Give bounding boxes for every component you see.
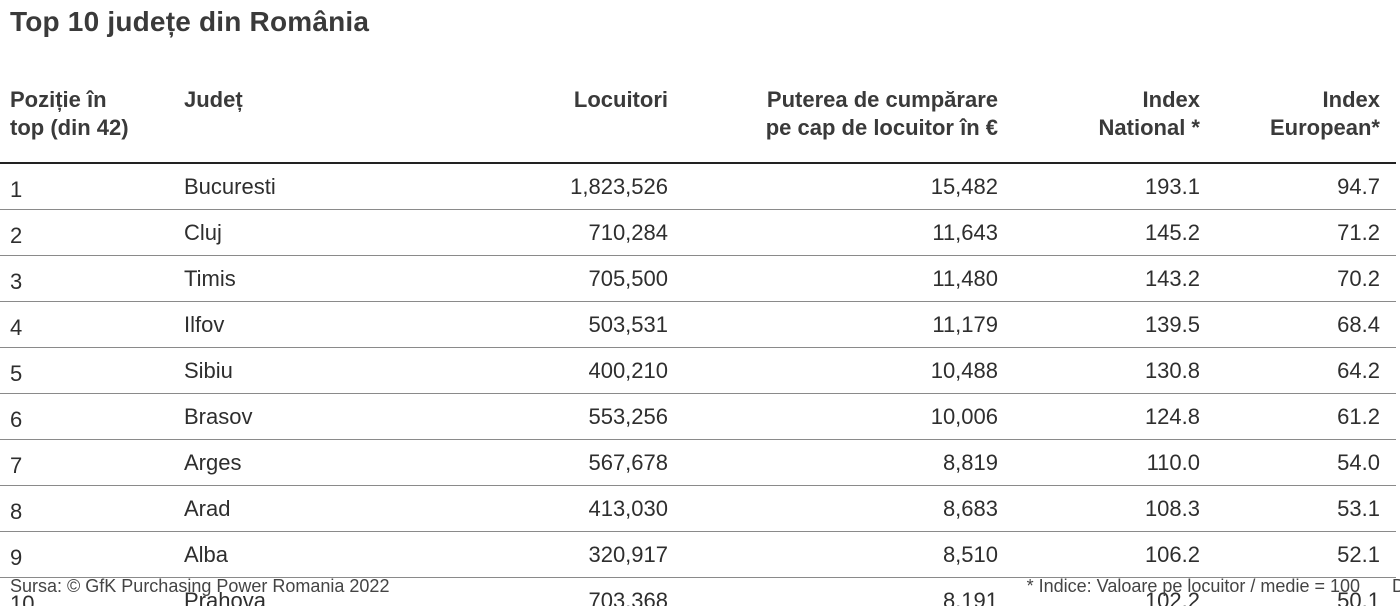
cell-national-index: 102.2 bbox=[998, 577, 1200, 606]
page-title: Top 10 județe din România bbox=[10, 6, 370, 37]
header-rank-line-2: top (din 42) bbox=[10, 115, 129, 140]
table-row: 1 Bucuresti 1,823,526 15,482 193.1 94.7 bbox=[0, 163, 1396, 210]
cell-population: 703,368 bbox=[384, 577, 668, 606]
cell-county: Brasov bbox=[184, 393, 384, 440]
cell-county: Sibiu bbox=[184, 347, 384, 394]
cell-rank: 5 bbox=[0, 347, 184, 394]
cell-european-index: 94.7 bbox=[1200, 163, 1396, 210]
cell-county: Cluj bbox=[184, 209, 384, 256]
table-row: 6 Brasov 553,256 10,006 124.8 61.2 bbox=[0, 393, 1396, 440]
table-row: 3 Timis 705,500 11,480 143.2 70.2 bbox=[0, 255, 1396, 302]
cell-purchasing-power: 8,683 bbox=[668, 485, 998, 532]
cell-european-index: 54.0 bbox=[1200, 439, 1396, 486]
header-european-index-line-2: European* bbox=[1269, 115, 1380, 140]
cell-population: 400,210 bbox=[384, 347, 668, 394]
cell-national-index: 108.3 bbox=[998, 485, 1200, 532]
cell-national-index: 110.0 bbox=[998, 439, 1200, 486]
cell-purchasing-power: 8,819 bbox=[668, 439, 998, 486]
table-row: 5 Sibiu 400,210 10,488 130.8 64.2 bbox=[0, 347, 1396, 394]
cell-population: 705,500 bbox=[384, 255, 668, 302]
table-row: 9 Alba 320,917 8,510 106.2 52.1 bbox=[0, 531, 1396, 578]
cell-european-index: 50.1 bbox=[1200, 577, 1396, 606]
table-row: 4 Ilfov 503,531 11,179 139.5 68.4 bbox=[0, 301, 1396, 348]
cell-national-index: 124.8 bbox=[998, 393, 1200, 440]
cell-county: Arad bbox=[184, 485, 384, 532]
cell-county: Alba bbox=[184, 531, 384, 578]
table-header-row: Poziție în top (din 42) Județ Locuitori … bbox=[0, 84, 1396, 164]
cell-european-index: 64.2 bbox=[1200, 347, 1396, 394]
header-population-line-1: Locuitori bbox=[573, 87, 668, 112]
cell-purchasing-power: 15,482 bbox=[668, 163, 998, 210]
index-footnote: * Indice: Valoare pe locuitor / medie = … bbox=[1026, 576, 1360, 596]
header-population: Locuitori bbox=[384, 84, 668, 164]
header-county-line-1: Județ bbox=[184, 87, 243, 112]
cell-county: Prahova bbox=[184, 577, 384, 606]
cell-purchasing-power: 8,191 bbox=[668, 577, 998, 606]
header-national-index-line-2: National * bbox=[1098, 115, 1200, 140]
table-row: 2 Cluj 710,284 11,643 145.2 71.2 bbox=[0, 209, 1396, 256]
cell-national-index: 193.1 bbox=[998, 163, 1200, 210]
cell-european-index: 53.1 bbox=[1200, 485, 1396, 532]
header-purchasing-power: Puterea de cumpărare pe cap de locuitor … bbox=[668, 84, 998, 164]
header-county: Județ bbox=[184, 84, 384, 164]
header-national-index-line-1: Index bbox=[1142, 87, 1200, 112]
cell-county: Timis bbox=[184, 255, 384, 302]
cell-national-index: 145.2 bbox=[998, 209, 1200, 256]
cell-purchasing-power: 11,179 bbox=[668, 301, 998, 348]
header-european-index-line-1: Index bbox=[1322, 87, 1380, 112]
cell-rank: 3 bbox=[0, 255, 184, 302]
table-footer: Sursa: © GfK Purchasing Power Romania 20… bbox=[0, 573, 1400, 601]
cell-population: 413,030 bbox=[384, 485, 668, 532]
cell-national-index: 139.5 bbox=[998, 301, 1200, 348]
table-row: 10 Prahova 703,368 8,191 102.2 50.1 bbox=[0, 577, 1396, 606]
cell-national-index: 143.2 bbox=[998, 255, 1200, 302]
cell-rank: 2 bbox=[0, 209, 184, 256]
cell-population: 1,823,526 bbox=[384, 163, 668, 210]
cell-national-index: 130.8 bbox=[998, 347, 1200, 394]
cell-population: 320,917 bbox=[384, 531, 668, 578]
cell-population: 710,284 bbox=[384, 209, 668, 256]
county-ranking-table: Poziție în top (din 42) Județ Locuitori … bbox=[0, 84, 1396, 606]
cell-purchasing-power: 10,488 bbox=[668, 347, 998, 394]
header-rank-line-1: Poziție în bbox=[10, 87, 107, 112]
source-credit: Sursa: © GfK Purchasing Power Romania 20… bbox=[10, 576, 390, 596]
cell-county: Bucuresti bbox=[184, 163, 384, 210]
cell-rank: 1 bbox=[0, 163, 184, 210]
cell-purchasing-power: 10,006 bbox=[668, 393, 998, 440]
cell-european-index: 52.1 bbox=[1200, 531, 1396, 578]
cell-rank: 10 bbox=[0, 577, 184, 606]
cell-rank: 6 bbox=[0, 393, 184, 440]
cell-european-index: 61.2 bbox=[1200, 393, 1396, 440]
cell-national-index: 106.2 bbox=[998, 531, 1200, 578]
cell-european-index: 68.4 bbox=[1200, 301, 1396, 348]
cell-county: Ilfov bbox=[184, 301, 384, 348]
cell-population: 503,531 bbox=[384, 301, 668, 348]
header-national-index: Index National * bbox=[998, 84, 1200, 164]
cell-rank: 8 bbox=[0, 485, 184, 532]
table-row: 7 Arges 567,678 8,819 110.0 54.0 bbox=[0, 439, 1396, 486]
cell-rank: 7 bbox=[0, 439, 184, 486]
cell-population: 567,678 bbox=[384, 439, 668, 486]
cell-purchasing-power: 8,510 bbox=[668, 531, 998, 578]
header-european-index: Index European* bbox=[1200, 84, 1396, 164]
cell-rank: 9 bbox=[0, 531, 184, 578]
cell-county: Arges bbox=[184, 439, 384, 486]
cell-european-index: 70.2 bbox=[1200, 255, 1396, 302]
cell-european-index: 71.2 bbox=[1200, 209, 1396, 256]
clipped-edge-text: D bbox=[1392, 576, 1400, 596]
table-row: 8 Arad 413,030 8,683 108.3 53.1 bbox=[0, 485, 1396, 532]
cell-purchasing-power: 11,480 bbox=[668, 255, 998, 302]
cell-population: 553,256 bbox=[384, 393, 668, 440]
cell-purchasing-power: 11,643 bbox=[668, 209, 998, 256]
cell-rank: 4 bbox=[0, 301, 184, 348]
header-purchasing-power-line-1: Puterea de cumpărare bbox=[766, 87, 998, 112]
header-rank: Poziție în top (din 42) bbox=[0, 84, 184, 164]
header-purchasing-power-line-2: pe cap de locuitor în € bbox=[765, 115, 998, 140]
